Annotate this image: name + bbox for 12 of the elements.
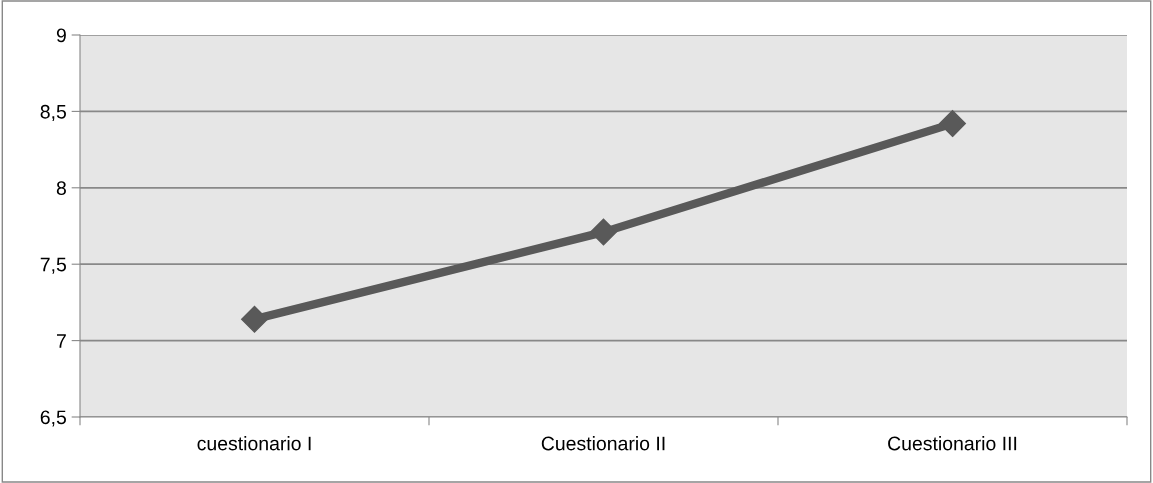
x-tick-label: cuestionario I	[197, 436, 311, 451]
y-tick-label: 8,5	[40, 104, 66, 121]
x-tick-label: Cuestionario II	[541, 436, 665, 451]
point	[590, 218, 617, 246]
x-tick-label: Cuestionario III	[888, 436, 1017, 451]
point	[241, 305, 268, 333]
point	[939, 110, 966, 138]
y-tick-label: 8	[56, 181, 66, 196]
y-tick-label: 7	[56, 334, 66, 348]
y-tick-label: 7,5	[40, 257, 66, 274]
y-tick-label: 9	[56, 28, 66, 43]
y-tick-label: 6,5	[40, 410, 66, 427]
